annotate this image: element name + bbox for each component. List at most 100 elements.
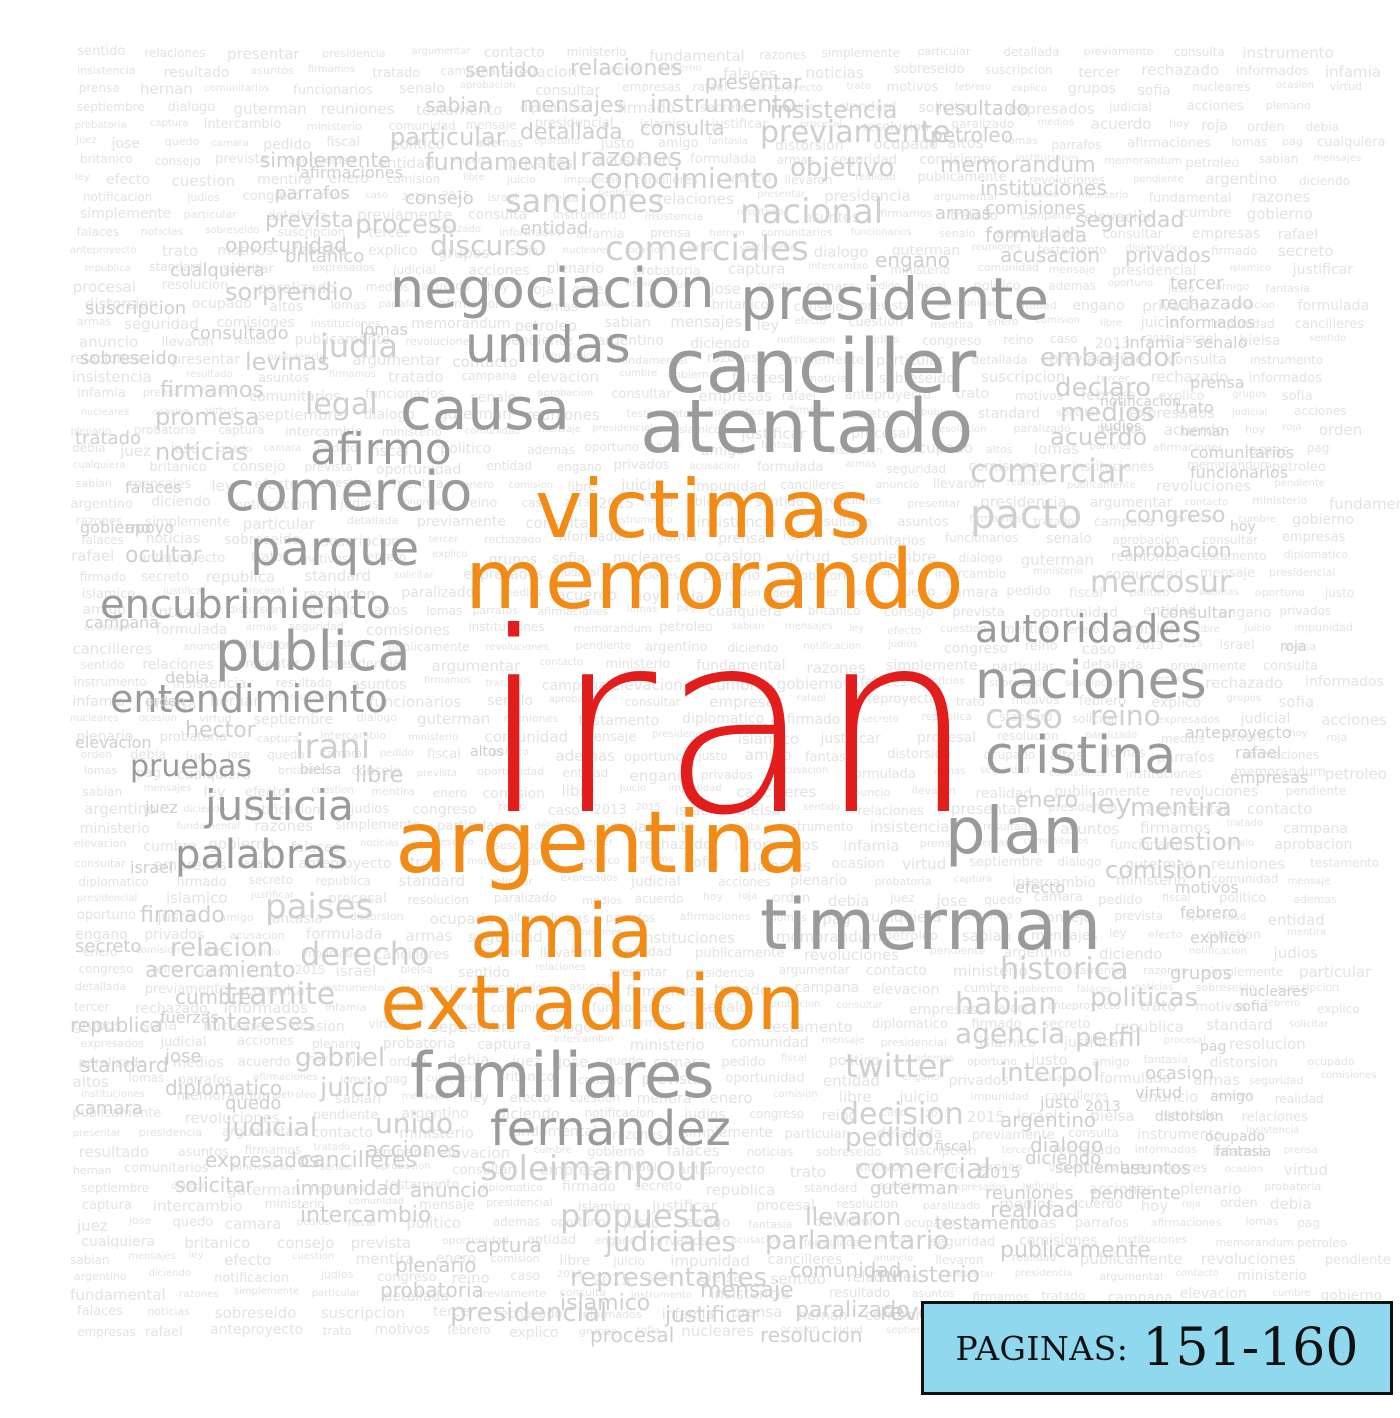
cloud-filler-word: memorandum (1233, 764, 1326, 780)
cloud-filler-word: quedo (217, 441, 253, 455)
cloud-filler-word: fiscal (781, 1052, 808, 1064)
cloud-filler-word: diplomatico (705, 406, 764, 418)
cloud-filler-word: hoy (1140, 1197, 1169, 1216)
cloud-filler-word: mensajes (1030, 927, 1098, 944)
cloud-filler-word: llevaron (539, 946, 592, 961)
cloud-filler-word: memorandum (176, 1088, 276, 1105)
cloud-filler-word: oportunidad (477, 765, 545, 779)
cloud-filler-word: britanico (184, 1233, 251, 1252)
cloud-filler-word: trato (161, 242, 199, 261)
cloud-filler-word: mensajes (128, 1251, 176, 1263)
cloud-filler-word: acciones (630, 568, 679, 582)
cloud-word: caso (985, 697, 1064, 737)
cloud-filler-word: insistencia (72, 367, 152, 386)
cloud-filler-word: efecto (509, 1091, 551, 1107)
cloud-filler-word: informados (555, 530, 629, 546)
cloud-filler-word: mensajes (670, 313, 742, 332)
cloud-filler-word: armas (76, 314, 112, 328)
cloud-filler-word: medios (1097, 422, 1145, 438)
cloud-filler-word: mensajes (143, 783, 192, 795)
cloud-filler-word: campana (1283, 821, 1349, 838)
cloud-filler-word: paralizado (401, 584, 475, 601)
cloud-filler-word: amigo (1215, 279, 1250, 293)
cloud-filler-word: firmado (971, 1017, 1022, 1033)
cloud-filler-word: cuestion (569, 1091, 620, 1106)
cloud-filler-word: congreso (377, 1270, 437, 1286)
cloud-filler-word: roja (1181, 1199, 1201, 1211)
cloud-filler-word: republica (705, 1180, 776, 1199)
cloud-filler-word: resultado (275, 676, 332, 691)
cloud-filler-word: republica (205, 567, 276, 586)
cloud-filler-word: juez (512, 1054, 542, 1071)
cloud-filler-word: pendiente (502, 333, 574, 350)
cloud-filler-word: presidencial (486, 1196, 553, 1210)
cloud-filler-word: juicio (1244, 622, 1271, 634)
cloud-filler-word: roja (1201, 117, 1228, 134)
cloud-filler-word: particular (991, 659, 1055, 675)
cloud-filler-word: fundamental (696, 658, 786, 675)
cloud-filler-word: diciendo (183, 803, 226, 815)
cloud-filler-word: republica (910, 407, 958, 419)
cloud-filler-word: anteproyecto (138, 550, 226, 566)
cloud-word: testamento (935, 1213, 1039, 1234)
cloud-filler-word: altos (507, 910, 534, 924)
cloud-filler-word: suscripcion (320, 1304, 406, 1323)
cloud-filler-word: 2015 (598, 496, 635, 513)
cloud-filler-word: paralizado (1013, 422, 1071, 436)
cloud-filler-word: cancilleres (374, 946, 450, 963)
cloud-filler-word: comunidad (464, 425, 521, 437)
cloud-filler-word: nucleares (203, 1019, 272, 1036)
cloud-filler-word: reuniones (503, 711, 559, 725)
cloud-filler-word: enero (462, 477, 495, 491)
cloud-filler-word: solicitar (489, 874, 533, 888)
cloud-filler-word: insistencia (172, 676, 247, 693)
cloud-filler-word: febrero (362, 549, 407, 564)
cloud-filler-word: orden (772, 891, 811, 907)
cloud-word: apoyo (125, 518, 175, 537)
cloud-filler-word: hernan (797, 1307, 848, 1324)
cloud-filler-word: resolucion (935, 423, 987, 435)
cloud-filler-word: solicitar (1289, 1019, 1329, 1031)
cloud-word: justicia (205, 781, 354, 830)
cloud-filler-word: altos (1049, 747, 1084, 764)
cloud-filler-word: israel (643, 495, 674, 509)
cloud-filler-word: revoluciones (1169, 783, 1259, 800)
cloud-filler-word: guterman (227, 1180, 301, 1199)
cloud-filler-word: nucleares (681, 1321, 754, 1340)
cloud-filler-word: campana (794, 980, 860, 997)
cloud-filler-word: diplomatico (682, 710, 765, 727)
cloud-word: ocupado (1205, 1129, 1266, 1145)
cloud-word: atentado (640, 384, 974, 470)
cloud-filler-word: septiembre (851, 548, 937, 567)
cloud-filler-word: motivos (854, 1160, 907, 1176)
cloud-filler-word: parrafos (1074, 1216, 1129, 1232)
cloud-filler-word: comision (508, 479, 554, 491)
cloud-filler-word: trato (322, 1323, 352, 1338)
cloud-filler-word: comision (482, 785, 545, 802)
cloud-filler-word: reino (151, 962, 183, 977)
cloud-filler-word: sentido (770, 1270, 826, 1289)
cloud-filler-word: lomas (773, 910, 807, 924)
cloud-filler-word: instrumento (1249, 353, 1324, 368)
cloud-filler-word: cancilleres (767, 1252, 843, 1269)
cloud-filler-word: 2013 (556, 1268, 583, 1280)
cloud-filler-word: empresas (909, 1001, 978, 1018)
cloud-filler-word: instituciones (1117, 1232, 1188, 1246)
cloud-filler-word: realidad (975, 785, 1033, 802)
cloud-word: seguridad (1075, 208, 1185, 233)
cloud-filler-word: simplemente (1204, 964, 1284, 979)
cloud-word: distorsion (1155, 1109, 1224, 1125)
cloud-filler-word: detallada (534, 820, 581, 832)
cloud-filler-word: jose (227, 748, 251, 762)
cloud-filler-word: captura (149, 117, 189, 129)
cloud-word: funcionarios (1190, 463, 1289, 482)
cloud-filler-word: fiscal (326, 134, 361, 150)
cloud-filler-word: febrero (955, 81, 992, 93)
cloud-filler-word: instrumento (611, 514, 673, 526)
cloud-filler-word: presentar (227, 45, 300, 64)
cloud-word: fundamental (425, 148, 578, 176)
cloud-filler-word: revoluciones (804, 945, 900, 964)
cloud-filler-word: trato (846, 80, 871, 92)
cloud-filler-word: funcionarios (1109, 838, 1190, 854)
cloud-filler-word: elevacion (1179, 1286, 1247, 1303)
